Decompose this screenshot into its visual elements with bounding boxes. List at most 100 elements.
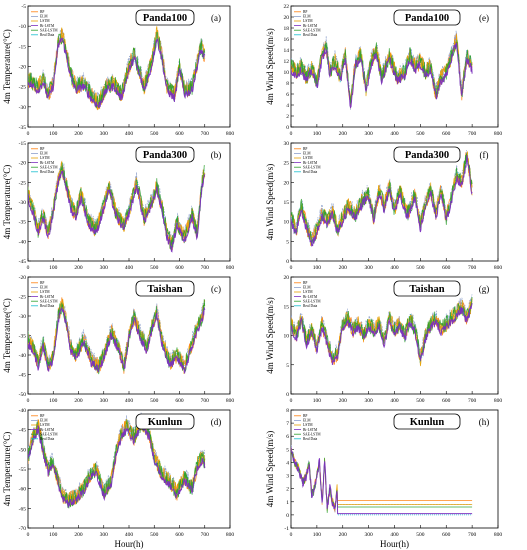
y-tick-label: 8 [286, 408, 289, 414]
y-tick-label: -10 [19, 24, 27, 30]
x-tick-label: 800 [494, 265, 503, 271]
x-tick-label: 200 [74, 265, 83, 271]
x-tick-label: 600 [442, 131, 451, 137]
x-tick-label: 800 [494, 131, 503, 137]
y-axis-label: 4m Wind Speed(m/s) [265, 297, 275, 373]
x-tick-label: 400 [125, 532, 134, 538]
series-line-bi-lstm [28, 306, 206, 374]
y-tick-label: -35 [19, 334, 27, 340]
x-tick-label: 300 [100, 265, 109, 271]
y-axis-label: 4m Temperature(°C) [2, 29, 12, 104]
legend-entry: SAE-LSTM [40, 28, 58, 32]
legend-entry: Bi-LSTM [303, 295, 318, 299]
y-tick-label: 1 [286, 500, 289, 506]
x-tick-label: 800 [494, 398, 503, 404]
series-group [28, 297, 206, 375]
y-tick-label: -25 [19, 180, 27, 186]
x-tick-label: 0 [27, 131, 30, 137]
x-tick-label: 100 [49, 532, 58, 538]
chart-panel-f: 0 100 200 300 400 500 600 700 800 0 5 10 15 20 25 30 4m … [265, 141, 502, 271]
station-label: Panda300 [143, 150, 187, 161]
x-tick-label: 700 [201, 131, 210, 137]
x-tick-label: 500 [416, 532, 425, 538]
series-line-bi-lstm [291, 155, 473, 247]
x-tick-label: 700 [468, 532, 477, 538]
legend-entry: Bi-LSTM [40, 24, 55, 28]
station-label-box [135, 280, 195, 297]
legend-entry: Real Data [303, 170, 318, 174]
chart-panel-a: 0 100 200 300 400 500 600 700 800 -35 -30 -25 -20 -15… [2, 4, 234, 137]
x-tick-label: 300 [100, 131, 109, 137]
x-tick-label: 0 [27, 265, 30, 271]
x-tick-label: 300 [365, 131, 374, 137]
x-tick-label: 400 [390, 398, 399, 404]
y-tick-label: 5 [286, 363, 289, 369]
y-tick-label: 5 [286, 239, 289, 245]
legend-entry: Real Data [40, 170, 55, 174]
x-axis-label: Hour(h) [115, 539, 144, 549]
series-line-bi-lstm [28, 37, 206, 109]
legend-entry: SAE-LSTM [40, 165, 58, 169]
series-line-bi-lstm [28, 422, 206, 508]
station-label-box [393, 280, 461, 297]
y-tick-label: 25 [284, 161, 290, 167]
legend-entry: LSTM [303, 423, 313, 427]
y-tick-label: 4 [286, 103, 289, 109]
x-axis-label: Hour(h) [380, 539, 409, 549]
y-tick-label: 12 [284, 59, 290, 65]
y-tick-label: 10 [284, 334, 290, 340]
series-line-elm [291, 150, 473, 244]
x-tick-label: 100 [49, 265, 58, 271]
y-tick-label: 8 [286, 81, 289, 87]
y-tick-label: 18 [284, 26, 290, 32]
y-tick-label: 0 [286, 513, 289, 519]
x-tick-label: 400 [390, 131, 399, 137]
station-label-box [135, 146, 195, 163]
station-label: Panda300 [405, 150, 449, 161]
y-tick-label: 4 [286, 460, 289, 466]
x-tick-label: 0 [27, 532, 30, 538]
y-tick-label: 20 [284, 275, 290, 281]
series-group [28, 412, 206, 509]
y-tick-label: 16 [284, 37, 290, 43]
panel-letter: (d) [211, 417, 222, 427]
series-group [28, 160, 206, 253]
legend-entry: BP [303, 414, 307, 418]
panel-letter: (a) [211, 13, 221, 23]
legend-entry: ELM [303, 419, 311, 423]
legend-entry: SAE-LSTM [40, 432, 58, 436]
x-tick-label: 500 [150, 265, 159, 271]
legend-entry: Real Data [303, 437, 318, 441]
y-tick-label: -35 [19, 220, 27, 226]
legend-entry: Real Data [40, 304, 55, 308]
station-label-box [393, 413, 461, 430]
chart-panel-d: 0 100 200 300 400 500 600 700 800 -70 -65 -60 -55 -50… [2, 408, 234, 549]
x-tick-label: 800 [494, 532, 503, 538]
y-tick-label: 14 [284, 48, 290, 54]
legend-entry: SAE-LSTM [40, 299, 58, 303]
x-tick-label: 200 [74, 532, 83, 538]
y-tick-label: 20 [284, 180, 290, 186]
legend-entry: Real Data [303, 33, 318, 37]
legend-entry: SAE-LSTM [303, 28, 321, 32]
legend-entry: LSTM [303, 19, 313, 23]
legend-entry: ELM [40, 152, 48, 156]
legend-entry: ELM [40, 286, 48, 290]
series-line-bi-lstm [291, 303, 473, 365]
legend-entry: BP [303, 147, 307, 151]
y-tick-label: -45 [19, 428, 27, 434]
y-tick-label: -40 [19, 408, 27, 414]
chart-panel-c: 0 100 200 300 400 500 600 700 800 -50 -45 -40 -35 -30… [2, 275, 234, 404]
x-tick-label: 200 [339, 265, 348, 271]
x-tick-label: 200 [339, 131, 348, 137]
y-tick-label: -30 [19, 200, 27, 206]
y-tick-label: -50 [19, 392, 27, 398]
station-label-box [393, 146, 461, 163]
x-tick-label: 700 [468, 265, 477, 271]
station-label-box [393, 9, 461, 26]
